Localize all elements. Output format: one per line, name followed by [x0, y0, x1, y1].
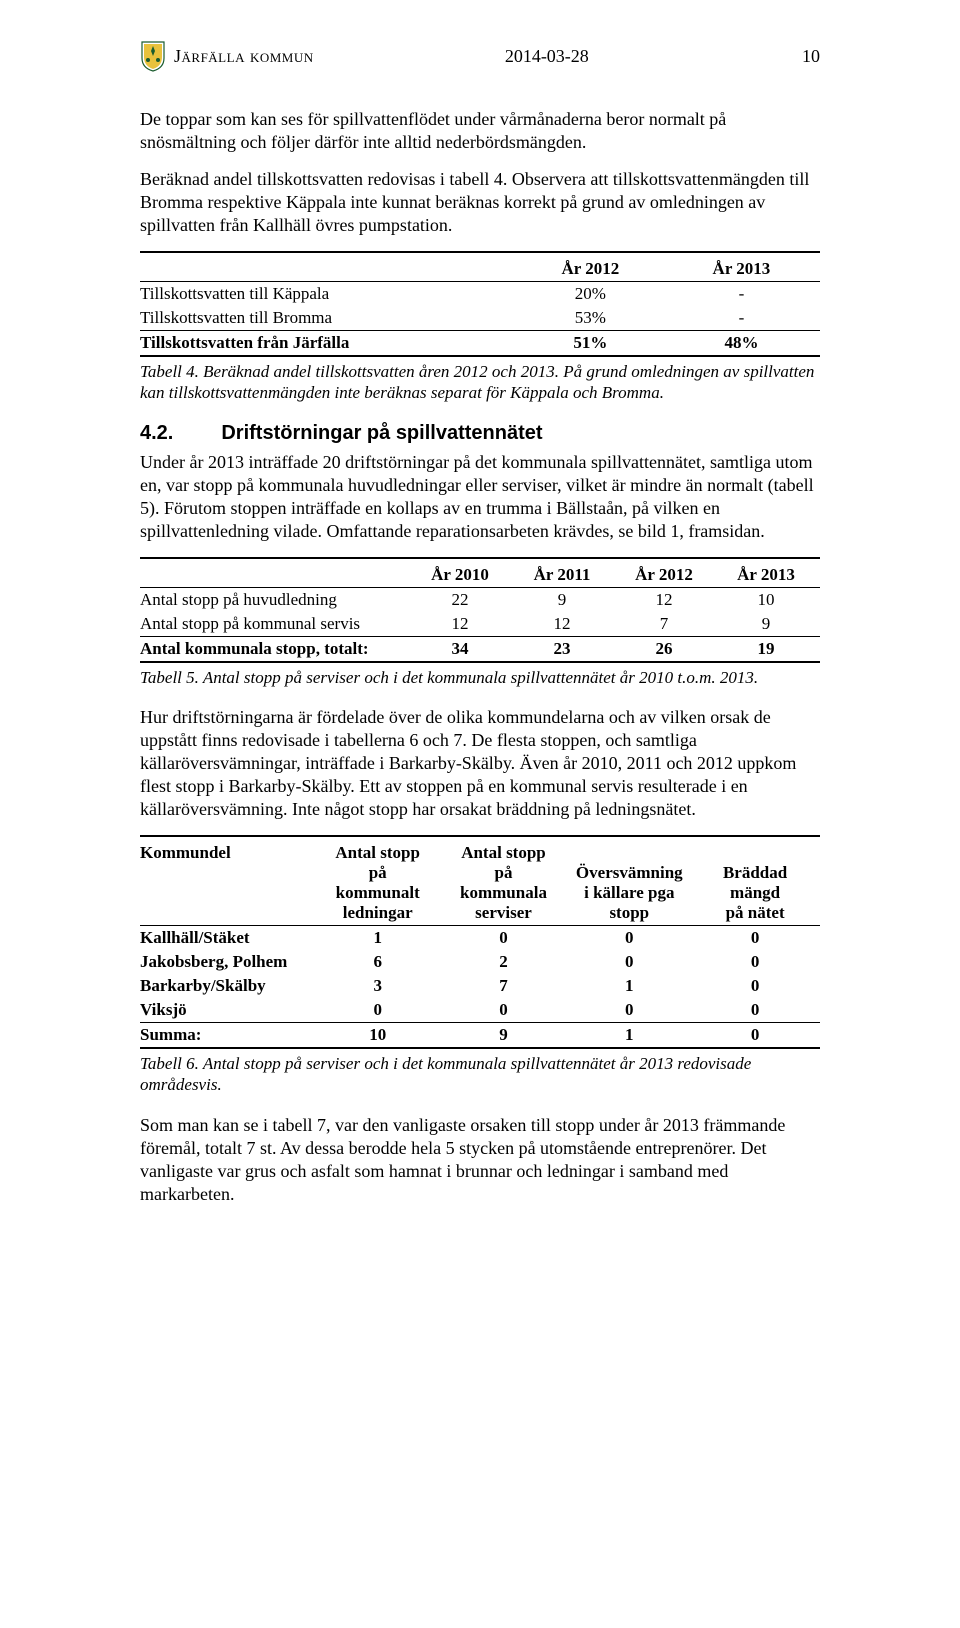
table-stopp-per-year: År 2010 År 2011 År 2012 År 2013 Antal st… [140, 557, 820, 663]
t1-r0-v1: 20% [518, 282, 669, 306]
t2-h3: År 2013 [718, 563, 820, 588]
t1-r1-label: Tillskottsvatten till Bromma [140, 306, 518, 331]
section-heading: 4.2. Driftstörningar på spillvattennätet [140, 422, 820, 445]
t1-total-v1: 51% [518, 331, 669, 356]
table-total-row: Summa: 10 9 1 0 [140, 1023, 820, 1048]
page: Järfälla kommun 2014-03-28 10 De toppar … [70, 0, 890, 1266]
paragraph-4: Hur driftstörningarna är fördelade över … [140, 706, 820, 821]
t2-h1: År 2011 [514, 563, 616, 588]
table-row: Antal stopp på huvudledning 22 9 12 10 [140, 588, 820, 612]
page-header: Järfälla kommun 2014-03-28 10 [140, 40, 820, 72]
t1-r0-v2: - [669, 282, 820, 306]
t1-r1-v2: - [669, 306, 820, 331]
t1-r0-label: Tillskottsvatten till Käppala [140, 282, 518, 306]
table-row: Jakobsberg, Polhem 6 2 0 0 [140, 950, 820, 974]
table2-caption: Tabell 5. Antal stopp på serviser och i … [140, 667, 820, 688]
t1-h1: År 2012 [518, 257, 669, 282]
t1-total-v2: 48% [669, 331, 820, 356]
t1-total-label: Tillskottsvatten från Järfälla [140, 331, 518, 356]
paragraph-1: De toppar som kan ses för spillvattenflö… [140, 108, 820, 154]
header-date: 2014-03-28 [505, 46, 589, 67]
t1-r1-v1: 53% [518, 306, 669, 331]
table3-caption: Tabell 6. Antal stopp på serviser och i … [140, 1053, 820, 1096]
table-row: Antal stopp på kommunal servis 12 12 7 9 [140, 612, 820, 637]
header-page-number: 10 [780, 46, 820, 67]
table-row: Tillskottsvatten till Bromma 53% - [140, 306, 820, 331]
paragraph-3: Under år 2013 inträffade 20 driftstörnin… [140, 451, 820, 543]
paragraph-2: Beräknad andel tillskottsvatten redovisa… [140, 168, 820, 237]
header-left: Järfälla kommun [140, 40, 314, 72]
kommun-logo-icon [140, 40, 166, 72]
t2-h0: År 2010 [412, 563, 514, 588]
t1-h2: År 2013 [669, 257, 820, 282]
table-tillskottsvatten: År 2012 År 2013 Tillskottsvatten till Kä… [140, 251, 820, 357]
table1-caption: Tabell 4. Beräknad andel tillskottsvatte… [140, 361, 820, 404]
section-title: Driftstörningar på spillvattennätet [221, 422, 542, 445]
table-row: Tillskottsvatten till Käppala 20% - [140, 282, 820, 306]
section-number: 4.2. [140, 422, 173, 445]
table-stopp-per-area: Kommundel Antal stopp på kommunalt ledni… [140, 835, 820, 1049]
table-row: Barkarby/Skälby 3 7 1 0 [140, 974, 820, 998]
table-total-row: Tillskottsvatten från Järfälla 51% 48% [140, 331, 820, 356]
table-total-row: Antal kommunala stopp, totalt: 34 23 26 … [140, 637, 820, 662]
table-row: Viksjö 0 0 0 0 [140, 998, 820, 1023]
t2-h2: År 2012 [616, 563, 718, 588]
kommun-name: Järfälla kommun [174, 46, 314, 67]
paragraph-5: Som man kan se i tabell 7, var den vanli… [140, 1114, 820, 1206]
table-row: Kallhäll/Stäket 1 0 0 0 [140, 926, 820, 950]
